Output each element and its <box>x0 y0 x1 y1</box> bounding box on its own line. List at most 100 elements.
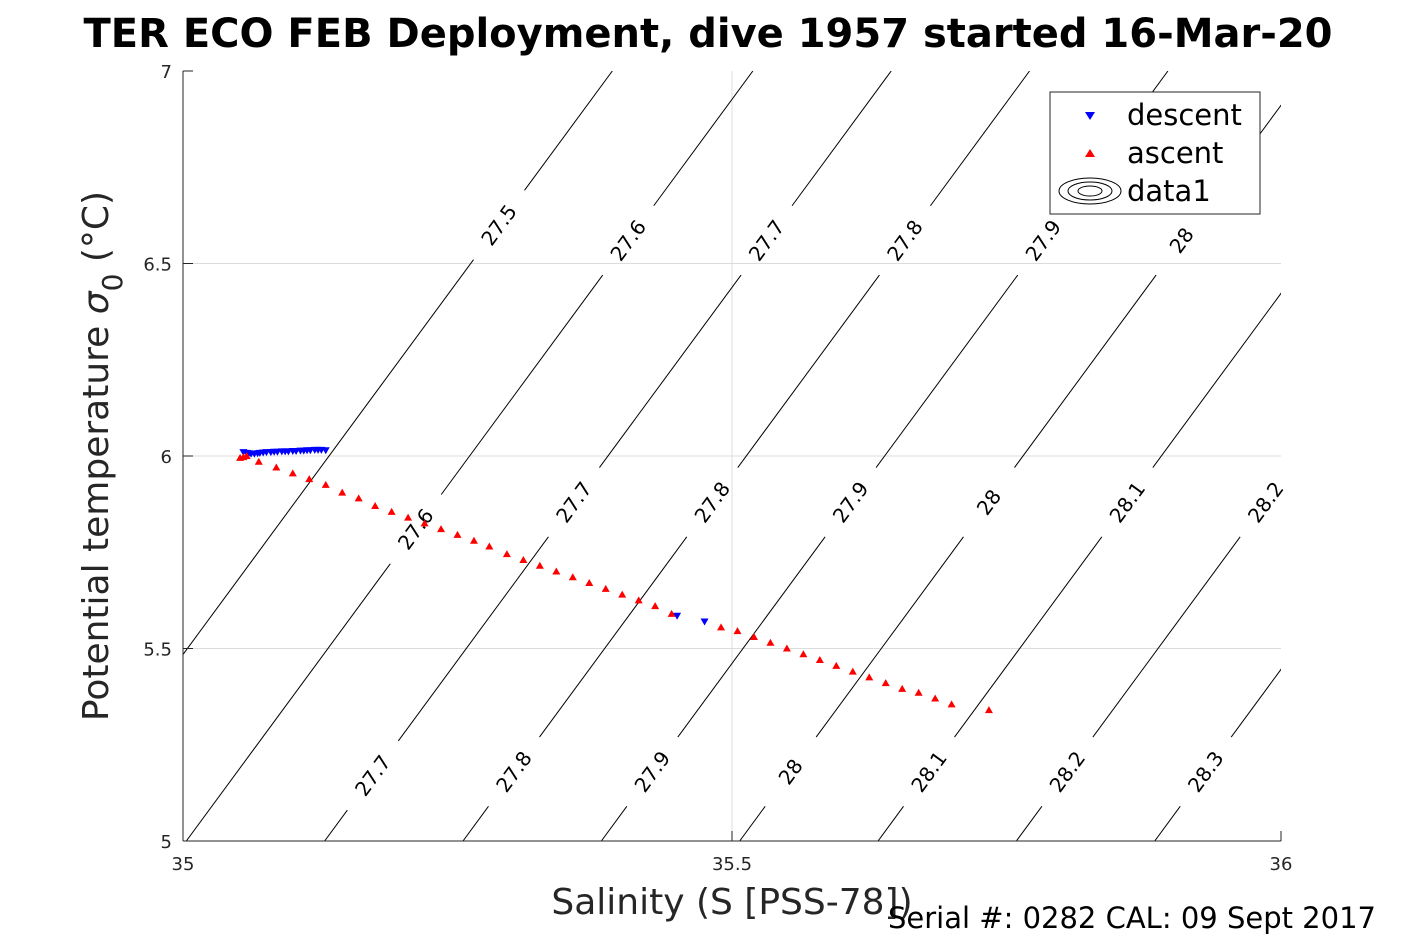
ascent-point <box>651 602 660 610</box>
ascent-point <box>420 519 429 527</box>
legend-data1-contour-icon <box>1058 177 1122 205</box>
y-tick-label: 5 <box>161 832 172 853</box>
data-markers <box>236 446 993 714</box>
ascent-point <box>865 673 874 681</box>
x-axis-label: Salinity (S [PSS-78]) <box>551 882 912 923</box>
ascent-point <box>535 561 544 569</box>
isopycnal-line <box>539 536 688 738</box>
descent-point <box>700 618 709 626</box>
y-axis-label-main: Potential temperature <box>76 314 117 721</box>
isopycnal-line <box>183 259 474 656</box>
isopycnal-line <box>739 806 766 841</box>
legend: descent ascent data1 <box>1049 91 1261 215</box>
ascent-point <box>485 542 494 550</box>
ascent-point <box>634 596 643 604</box>
isopycnal-line <box>324 809 348 841</box>
legend-descent-marker <box>1085 112 1095 120</box>
ascent-point <box>502 550 511 558</box>
isopycnal-line <box>397 536 549 742</box>
ascent-point <box>733 627 742 635</box>
isopycnal-line <box>737 274 880 468</box>
isopycnal-line <box>1370 71 1417 737</box>
isopycnal-line <box>1154 806 1181 841</box>
ascent-point <box>832 661 841 669</box>
isopycnal-line <box>524 71 613 191</box>
isopycnal-line <box>877 806 904 841</box>
ascent-point <box>404 513 413 521</box>
ascent-point <box>931 694 940 702</box>
ascent-point <box>585 579 594 587</box>
isopycnal-line <box>1014 274 1157 468</box>
isopycnal-line <box>653 71 754 207</box>
legend-data1-label: data1 <box>1127 174 1211 208</box>
ascent-point <box>766 638 775 646</box>
isopycnal-line <box>1293 806 1318 841</box>
x-tick-label: 36 <box>1270 854 1293 875</box>
y-axis-label: Potential temperature σ0 (°C) <box>76 191 129 721</box>
isopycnal-line <box>462 806 489 841</box>
isopycnal-line <box>1015 806 1043 841</box>
ascent-point <box>338 488 347 496</box>
y-axis-label-unit: (°C) <box>76 191 117 274</box>
axis-ticks: 35 35.5 36 5 5.5 6 6.5 7 <box>143 62 1292 875</box>
ascent-point <box>568 573 577 581</box>
y-axis-label-subscript: 0 <box>96 274 129 292</box>
ascent-point <box>469 536 478 544</box>
serial-cal-footer: Serial #: 0282 CAL: 09 Sept 2017 <box>888 901 1376 935</box>
isopycnal-line <box>185 563 391 841</box>
ascent-point <box>848 667 857 675</box>
isopycnal-line <box>1230 668 1281 738</box>
isopycnal-line <box>930 71 1030 207</box>
isopycnal-line <box>954 536 1103 738</box>
ascent-point <box>387 507 396 515</box>
ascent-point <box>321 480 330 488</box>
ascent-point <box>667 609 676 617</box>
ascent-point <box>898 684 907 692</box>
ascent-point <box>947 700 956 708</box>
ascent-point <box>453 530 462 538</box>
ascent-point <box>305 475 314 483</box>
ascent-point <box>618 590 627 598</box>
legend-box <box>1049 91 1261 215</box>
legend-ascent-label: ascent <box>1127 136 1223 170</box>
ascent-point <box>881 679 890 687</box>
y-axis-label-sigma: σ <box>76 290 117 314</box>
ascent-point <box>354 494 363 502</box>
y-tick-label: 6.5 <box>143 255 172 276</box>
descent-point <box>673 612 682 620</box>
isopycnal-line <box>875 274 1019 468</box>
x-tick-label: 35 <box>172 854 195 875</box>
ascent-point <box>717 623 726 631</box>
ascent-point <box>272 463 281 471</box>
isopycnal-line <box>791 71 892 207</box>
ascent-point <box>552 567 561 575</box>
ascent-point <box>782 644 791 652</box>
ascent-point <box>288 469 297 477</box>
isopycnal-line <box>1291 275 1417 468</box>
isopycnal-line <box>599 274 742 468</box>
isopycnal-line <box>677 536 826 738</box>
isopycnal-line <box>1345 71 1417 206</box>
ascent-point <box>601 584 610 592</box>
isopycnal-line <box>600 806 628 841</box>
isopycnal-line <box>815 536 964 738</box>
y-tick-label: 5.5 <box>143 640 172 661</box>
isopycnal-line <box>1092 536 1241 738</box>
ascent-point <box>437 525 446 533</box>
isopycnal-line <box>1152 292 1281 468</box>
ascent-point <box>815 656 824 664</box>
grid <box>183 71 1281 841</box>
legend-descent-label: descent <box>1127 98 1242 132</box>
y-tick-label: 6 <box>161 447 172 468</box>
ascent-point <box>914 688 923 696</box>
ascent-point <box>749 632 758 640</box>
ascent-point <box>519 555 528 563</box>
ascent-point <box>799 650 808 658</box>
x-tick-label: 35.5 <box>712 854 752 875</box>
ascent-point <box>984 706 993 714</box>
ascent-point <box>254 457 263 465</box>
ascent-point <box>371 502 380 510</box>
ascent-point <box>242 452 251 459</box>
descent-point <box>321 447 330 455</box>
